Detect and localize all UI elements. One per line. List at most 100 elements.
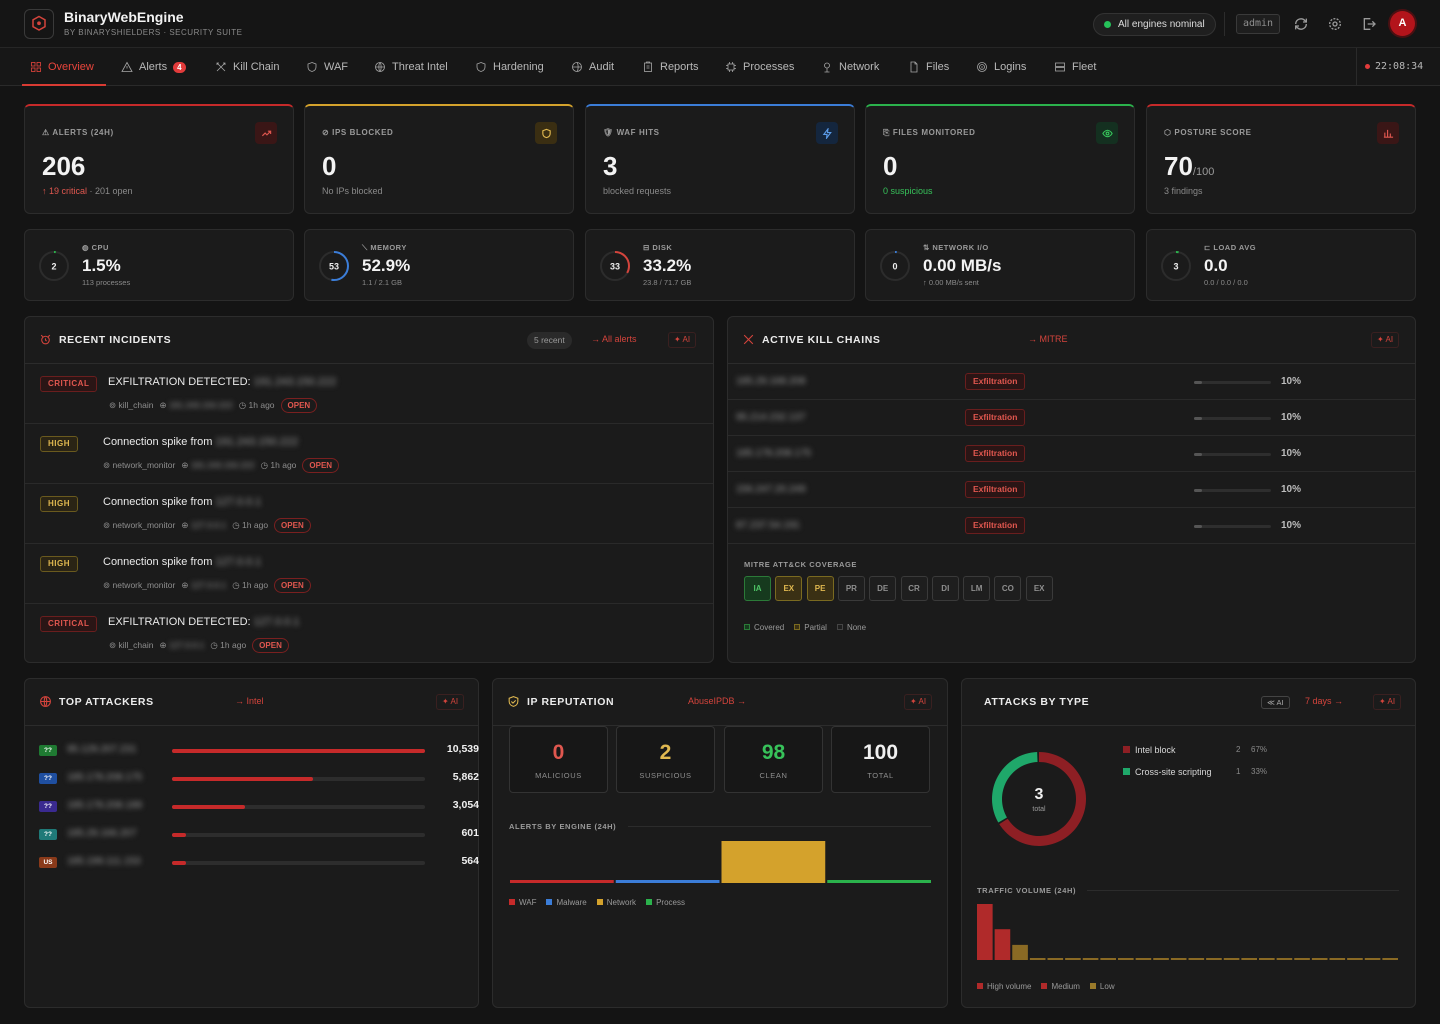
tab-overview[interactable]: Overview xyxy=(22,48,106,86)
app-logo[interactable] xyxy=(24,9,54,39)
all-alerts-link[interactable]: → All alerts xyxy=(591,334,637,344)
tab-kill-chain[interactable]: Kill Chain xyxy=(215,48,279,86)
tab-audit[interactable]: Audit xyxy=(571,48,614,86)
legend-item[interactable]: Intel block 2 67% xyxy=(1123,745,1283,767)
mitre-tactic-co[interactable]: CO xyxy=(994,576,1022,601)
reputation-suspicious[interactable]: 2 SUSPICIOUS xyxy=(616,726,715,793)
ai-button[interactable]: ✦ AI xyxy=(1373,694,1402,710)
mitre-tactic-lm[interactable]: LM xyxy=(963,576,991,601)
avatar[interactable]: A xyxy=(1390,11,1415,36)
abuseipdb-link[interactable]: AbuseIPDB → xyxy=(688,696,747,706)
kpi-card-waf-hits[interactable]: 🛡 WAF HITS 3 blocked requests xyxy=(585,104,855,214)
reputation-malicious[interactable]: 0 MALICIOUS xyxy=(509,726,608,793)
tab-alerts[interactable]: Alerts 4 xyxy=(121,48,186,86)
kill-chain-row[interactable]: 185.178.208.175 Exfiltration 10% xyxy=(728,436,1415,472)
mitre-link[interactable]: → MITRE xyxy=(1028,334,1068,344)
mitre-tactic-pe[interactable]: PE xyxy=(806,576,834,601)
reputation-total[interactable]: 100 TOTAL xyxy=(831,726,930,793)
metric-card-cpu[interactable]: 2 ◍ CPU 1.5% 113 processes xyxy=(24,229,294,301)
ai-collapse-chip[interactable]: ≪ AI xyxy=(1261,696,1290,709)
tab-waf[interactable]: WAF xyxy=(306,48,348,86)
progress-percent: 10% xyxy=(1281,376,1302,387)
mitre-tactic-cr[interactable]: CR xyxy=(900,576,928,601)
kpi-card-alerts[interactable]: ⚠ ALERTS (24H) 206 ↑ 19 critical · 201 o… xyxy=(24,104,294,214)
kpi-subtext: No IPs blocked xyxy=(322,186,383,196)
legend-none: None xyxy=(836,623,866,632)
kill-chain-row[interactable]: 87.237.54.191 Exfiltration 10% xyxy=(728,508,1415,544)
mitre-tactic-ia[interactable]: IA xyxy=(744,576,771,601)
traffic-volume-title: TRAFFIC VOLUME (24H) xyxy=(977,886,1077,895)
kpi-card-posture-score[interactable]: ⬡ POSTURE SCORE 70/100 3 findings xyxy=(1146,104,1416,214)
stage-badge: Exfiltration xyxy=(965,373,1026,390)
ai-button[interactable]: ✦ AI xyxy=(436,694,465,710)
kill-chain-row[interactable]: 95.214.232.137 Exfiltration 10% xyxy=(728,400,1415,436)
incident-row[interactable]: HIGH Connection spike from 127.0.0.1 ⊚ n… xyxy=(25,484,713,544)
gear-icon[interactable] xyxy=(1327,16,1343,32)
engine-status-pill[interactable]: All engines nominal xyxy=(1093,13,1216,36)
metric-card-disk[interactable]: 33 ⊟ DISK 33.2% 23.8 / 71.7 GB xyxy=(585,229,855,301)
tab-reports[interactable]: Reports xyxy=(642,48,699,86)
incident-row[interactable]: CRITICAL EXFILTRATION DETECTED: 127.0.0.… xyxy=(25,604,713,664)
metric-subtext: ↑ 0.00 MB/s sent xyxy=(923,278,979,287)
metric-subtext: 0.0 / 0.0 / 0.0 xyxy=(1204,278,1248,287)
ai-button[interactable]: ✦ AI xyxy=(668,332,697,348)
kpi-card-files-monitored[interactable]: ⎘ FILES MONITORED 0 0 suspicious xyxy=(865,104,1135,214)
panel-title: ACTIVE KILL CHAINS xyxy=(762,334,881,346)
metric-label: ⊟ DISK xyxy=(643,243,673,252)
attacker-row[interactable]: ?? 185.178.208.175 5,862 xyxy=(39,767,479,795)
incident-title: Connection spike from 127.0.0.1 xyxy=(103,496,262,508)
attack-count: 3,054 xyxy=(452,799,479,811)
server-icon xyxy=(1055,62,1065,72)
tab-logins[interactable]: Logins xyxy=(976,48,1026,86)
attacker-row[interactable]: ?? 185.178.208.189 3,054 xyxy=(39,795,479,823)
incident-row[interactable]: HIGH Connection spike from 191.243.150.2… xyxy=(25,424,713,484)
tab-label: Threat Intel xyxy=(392,61,448,73)
attacker-row[interactable]: ?? 185.29.166.207 601 xyxy=(39,823,479,851)
incident-meta: ⊚ network_monitor ⊕ 191.243.150.222 ◷ 1h a… xyxy=(103,458,340,473)
mitre-tactic-ex[interactable]: EX xyxy=(775,576,803,601)
gauge-value: 3 xyxy=(1173,262,1178,272)
mitre-tactic-ex[interactable]: EX xyxy=(1025,576,1053,601)
severity-badge: CRITICAL xyxy=(40,616,98,632)
logout-icon[interactable] xyxy=(1361,16,1377,32)
tab-hardening[interactable]: Hardening xyxy=(475,48,544,86)
kpi-card-ips-blocked[interactable]: ⊘ IPS BLOCKED 0 No IPs blocked xyxy=(304,104,574,214)
reputation-clean[interactable]: 98 CLEAN xyxy=(724,726,823,793)
ai-button[interactable]: ✦ AI xyxy=(904,694,933,710)
incident-row[interactable]: CRITICAL EXFILTRATION DETECTED: 191.243.… xyxy=(25,364,713,424)
shield-check-icon xyxy=(508,696,519,707)
metric-card-memory[interactable]: 53 ⟍ MEMORY 52.9% 1.1 / 2.1 GB xyxy=(304,229,574,301)
mitre-tactic-pr[interactable]: PR xyxy=(837,576,865,601)
kpi-label: ⚠ ALERTS (24H) xyxy=(42,128,114,137)
mitre-tactic-de[interactable]: DE xyxy=(869,576,897,601)
traffic-bar xyxy=(1241,958,1257,960)
clipboard-icon xyxy=(644,61,652,72)
tab-network[interactable]: Network xyxy=(821,48,879,86)
legend-item[interactable]: Cross-site scripting 1 33% xyxy=(1123,767,1283,789)
top-bar: BinaryWebEngine BY BINARYSHIELDERS · SEC… xyxy=(0,0,1440,48)
traffic-bar xyxy=(1065,958,1081,960)
tab-files[interactable]: Files xyxy=(908,48,949,86)
incident-row[interactable]: HIGH Connection spike from 127.0.0.1 ⊚ n… xyxy=(25,544,713,604)
tab-processes[interactable]: Processes xyxy=(725,48,794,86)
refresh-icon[interactable] xyxy=(1293,16,1309,32)
attacker-row[interactable]: US 185.199.111.153 564 xyxy=(39,851,479,879)
kill-chain-row[interactable]: 185.29.168.208 Exfiltration 10% xyxy=(728,364,1415,400)
tab-fleet[interactable]: Fleet xyxy=(1054,48,1096,86)
intel-link[interactable]: → Intel xyxy=(235,696,264,706)
tab-threat-intel[interactable]: Threat Intel xyxy=(374,48,448,86)
metric-value: 0.00 MB/s xyxy=(923,256,1002,275)
mitre-tactic-di[interactable]: DI xyxy=(931,576,959,601)
kill-chain-row[interactable]: 156.247.20.249 Exfiltration 10% xyxy=(728,472,1415,508)
attack-volume-bar xyxy=(172,861,425,865)
traffic-bar xyxy=(1347,958,1363,960)
username-chip[interactable]: admin xyxy=(1236,14,1280,34)
metric-card-load-avg[interactable]: 3 ⊏ LOAD AVG 0.0 0.0 / 0.0 / 0.0 xyxy=(1146,229,1416,301)
legend-low: Low xyxy=(1089,982,1115,991)
attacker-row[interactable]: ?? 95.129.207.231 10,539 xyxy=(39,739,479,767)
fingerprint-icon xyxy=(977,62,987,72)
ai-button[interactable]: ✦ AI xyxy=(1371,332,1400,348)
range-selector[interactable]: 7 days → xyxy=(1305,696,1344,706)
country-flag: ?? xyxy=(39,801,57,812)
metric-card-network-io[interactable]: 0 ⇅ NETWORK I/O 0.00 MB/s ↑ 0.00 MB/s se… xyxy=(865,229,1135,301)
